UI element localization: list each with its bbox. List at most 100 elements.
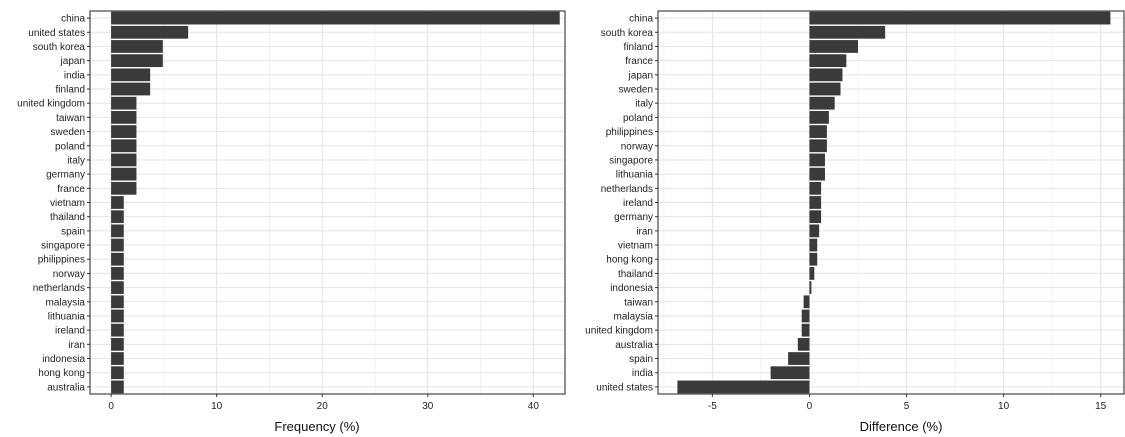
bar <box>111 210 124 224</box>
bar <box>809 40 858 53</box>
category-label: thailand <box>618 269 653 280</box>
category-label: lithuania <box>48 311 86 322</box>
bar <box>111 337 124 351</box>
bar <box>809 281 812 294</box>
category-label: iran <box>68 340 85 351</box>
category-label: united states <box>596 382 653 393</box>
category-label: united kingdom <box>585 326 653 337</box>
category-label: netherlands <box>33 283 85 294</box>
category-label: ireland <box>623 198 653 209</box>
bar <box>111 11 560 25</box>
category-label: norway <box>53 269 85 280</box>
category-label: hong kong <box>606 255 653 266</box>
bar <box>111 252 124 266</box>
category-label: sweden <box>619 85 653 96</box>
bar <box>809 167 825 181</box>
bar <box>111 181 137 195</box>
bar <box>111 25 189 39</box>
category-label: italy <box>67 155 85 166</box>
difference-chart-panel: china south korea finland france japan sweden… <box>585 10 1125 412</box>
category-label: finland <box>56 85 85 96</box>
x-tick-label: 0 <box>807 401 813 412</box>
bar <box>809 96 835 110</box>
category-label: sweden <box>51 127 85 138</box>
category-label: vietnam <box>618 241 653 252</box>
category-label: south korea <box>601 28 654 39</box>
category-label: hong kong <box>38 368 85 379</box>
bar <box>111 54 163 68</box>
category-label: poland <box>55 141 85 152</box>
category-label: taiwan <box>624 297 653 308</box>
bar <box>809 68 843 82</box>
x-tick-label: 15 <box>1095 401 1107 412</box>
bar <box>809 238 818 252</box>
frequency-chart-panel: china united states south korea japan india f… <box>17 10 566 412</box>
category-label: japan <box>628 70 653 81</box>
bar <box>809 210 822 224</box>
bar <box>809 153 825 167</box>
category-label: japan <box>60 56 85 67</box>
category-label: spain <box>61 226 85 237</box>
category-label: united kingdom <box>17 99 85 110</box>
x-tick-label: 40 <box>528 401 540 412</box>
bar <box>809 181 822 195</box>
x-tick-label: 20 <box>317 401 329 412</box>
bar <box>111 139 137 153</box>
bar <box>111 224 124 238</box>
category-label: china <box>61 14 85 25</box>
bar <box>788 352 810 365</box>
bar <box>111 352 124 365</box>
bar <box>809 267 815 280</box>
bar <box>797 337 810 351</box>
bar <box>111 281 124 294</box>
bar <box>809 25 886 39</box>
category-label: philippines <box>38 255 85 266</box>
bar <box>111 196 124 209</box>
category-label: ireland <box>55 326 85 337</box>
category-label: china <box>629 14 653 25</box>
x-tick-label: 0 <box>108 401 114 412</box>
bar <box>809 125 827 138</box>
category-label: philippines <box>606 127 653 138</box>
bar <box>111 238 124 252</box>
bar <box>809 82 841 96</box>
category-label: italy <box>635 99 653 110</box>
bar <box>677 380 810 394</box>
bar <box>111 96 137 110</box>
category-label: poland <box>623 113 653 124</box>
frequency-axis-title: Frequency (%) <box>274 419 359 434</box>
category-label: germany <box>614 212 653 223</box>
bar <box>770 366 810 380</box>
bar <box>111 125 137 138</box>
bar <box>809 139 827 153</box>
category-label: germany <box>46 170 85 181</box>
category-label: taiwan <box>56 113 85 124</box>
category-label: finland <box>624 42 653 53</box>
category-label: vietnam <box>50 198 85 209</box>
category-label: malaysia <box>614 311 654 322</box>
bar <box>809 11 1111 25</box>
bar <box>803 295 810 309</box>
category-label: norway <box>621 141 653 152</box>
bar <box>809 54 847 68</box>
category-label: australia <box>615 340 653 351</box>
bar <box>111 153 137 167</box>
x-tick-label: 10 <box>211 401 223 412</box>
x-tick-label: -5 <box>708 401 717 412</box>
bar <box>111 111 137 124</box>
category-label: south korea <box>33 42 86 53</box>
category-label: india <box>632 368 654 379</box>
bar <box>809 224 820 238</box>
bar <box>111 380 124 394</box>
bar <box>111 323 124 337</box>
category-label: united states <box>28 28 85 39</box>
category-label: india <box>64 70 86 81</box>
x-tick-label: 10 <box>998 401 1010 412</box>
bar <box>809 252 818 266</box>
x-tick-label: 30 <box>422 401 434 412</box>
category-label: france <box>625 56 653 67</box>
bar <box>111 295 124 309</box>
category-label: lithuania <box>616 170 654 181</box>
bar <box>809 111 829 124</box>
